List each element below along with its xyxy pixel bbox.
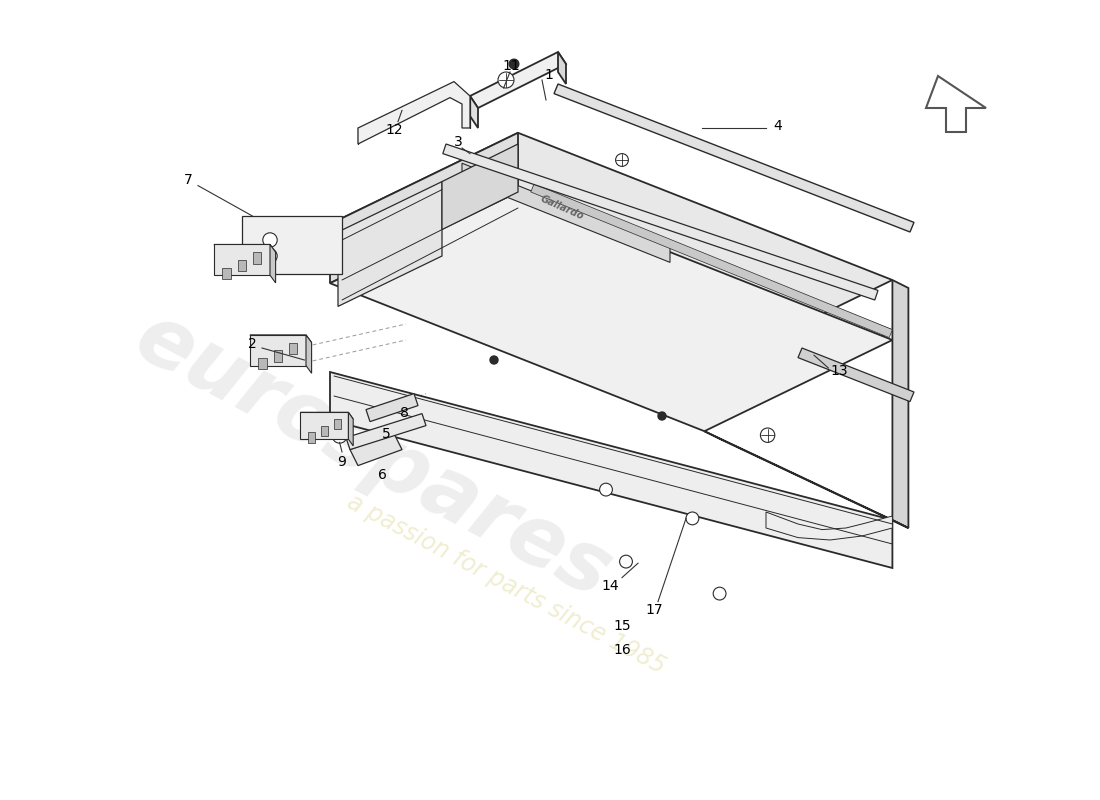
Polygon shape (704, 431, 909, 528)
Polygon shape (558, 52, 566, 84)
Polygon shape (258, 358, 267, 370)
Circle shape (490, 356, 498, 364)
Polygon shape (242, 216, 342, 274)
Polygon shape (462, 163, 670, 262)
Text: a passion for parts since 1985: a passion for parts since 1985 (343, 490, 669, 678)
Polygon shape (766, 512, 892, 540)
Polygon shape (214, 245, 270, 275)
Text: 11: 11 (503, 58, 520, 73)
Text: 5: 5 (382, 426, 390, 441)
Polygon shape (350, 434, 402, 466)
Text: 7: 7 (184, 173, 192, 187)
Circle shape (686, 512, 698, 525)
Polygon shape (222, 267, 231, 279)
Polygon shape (306, 335, 311, 374)
Text: 15: 15 (613, 618, 630, 633)
Circle shape (616, 154, 628, 166)
Polygon shape (892, 280, 909, 528)
Polygon shape (270, 245, 276, 283)
Polygon shape (238, 260, 246, 271)
Polygon shape (330, 372, 892, 568)
Polygon shape (333, 419, 341, 429)
Polygon shape (288, 342, 297, 354)
Text: 6: 6 (377, 468, 386, 482)
Polygon shape (250, 335, 311, 342)
Text: 2: 2 (248, 337, 256, 351)
Polygon shape (798, 348, 914, 402)
Polygon shape (358, 82, 470, 144)
Text: 14: 14 (602, 578, 619, 593)
Polygon shape (330, 133, 518, 283)
Circle shape (509, 59, 519, 69)
Polygon shape (443, 144, 878, 300)
Polygon shape (442, 144, 518, 230)
Polygon shape (531, 184, 892, 338)
Polygon shape (338, 182, 442, 306)
Polygon shape (926, 76, 986, 132)
Polygon shape (349, 412, 353, 446)
Polygon shape (320, 426, 328, 436)
Circle shape (600, 483, 613, 496)
Polygon shape (214, 245, 276, 252)
Polygon shape (346, 414, 426, 450)
Polygon shape (330, 133, 892, 371)
Circle shape (713, 587, 726, 600)
Circle shape (263, 233, 277, 247)
Polygon shape (300, 412, 353, 419)
Text: 16: 16 (613, 642, 631, 657)
Circle shape (760, 428, 774, 442)
Circle shape (332, 429, 346, 443)
Polygon shape (470, 96, 478, 128)
Circle shape (498, 72, 514, 88)
Polygon shape (470, 52, 566, 108)
Text: 13: 13 (830, 364, 848, 378)
Polygon shape (554, 84, 914, 232)
Circle shape (658, 412, 666, 420)
Polygon shape (300, 412, 349, 439)
Polygon shape (308, 433, 315, 442)
Text: 8: 8 (400, 406, 409, 420)
Polygon shape (330, 182, 892, 422)
Polygon shape (274, 350, 282, 362)
Text: 1: 1 (544, 68, 553, 82)
Polygon shape (250, 335, 306, 366)
Polygon shape (253, 252, 261, 264)
Circle shape (263, 249, 277, 263)
Polygon shape (330, 192, 892, 431)
Text: 9: 9 (338, 454, 346, 469)
Circle shape (619, 555, 632, 568)
Text: Gallardo: Gallardo (539, 194, 585, 222)
Text: 4: 4 (773, 119, 782, 134)
Text: 12: 12 (385, 122, 403, 137)
Polygon shape (366, 394, 418, 422)
Text: 17: 17 (646, 602, 663, 617)
Text: eurospares: eurospares (122, 297, 626, 615)
Text: 3: 3 (453, 135, 462, 150)
